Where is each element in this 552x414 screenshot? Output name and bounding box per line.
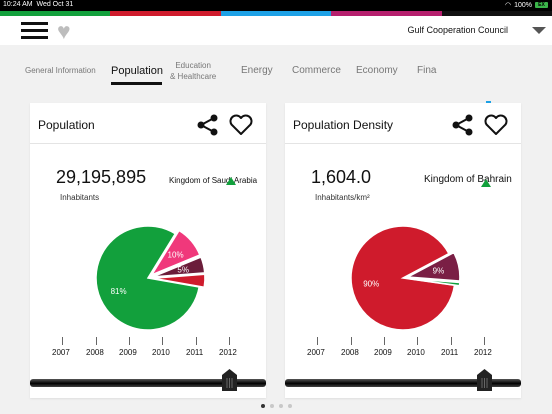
year-slider-thumb[interactable] (477, 369, 492, 391)
year-label[interactable]: 2009 (119, 348, 137, 357)
year-labels: 2007 2008 2009 2010 2011 2012 (30, 348, 266, 362)
pie-slice[interactable] (149, 229, 201, 277)
year-tick (196, 337, 197, 345)
strip-magenta (331, 11, 442, 16)
tab-population[interactable]: Population (111, 65, 163, 77)
heart-outline-icon[interactable] (228, 113, 254, 137)
status-right: ◠ 100% EX (505, 1, 548, 9)
pie-slice[interactable] (350, 225, 456, 331)
strip-black (441, 11, 552, 16)
caret-down-icon[interactable] (532, 27, 546, 34)
share-icon[interactable] (451, 114, 475, 136)
year-label[interactable]: 2009 (374, 348, 392, 357)
wifi-icon: ◠ (504, 2, 512, 9)
tab-energy[interactable]: Energy (241, 65, 273, 76)
page-dot[interactable] (278, 404, 283, 408)
density-unit: Inhabitants/km² (315, 193, 370, 202)
color-strip (0, 11, 552, 16)
year-label[interactable]: 2008 (86, 348, 104, 357)
tab-economy[interactable]: Economy (356, 65, 398, 76)
active-tab-underline (111, 82, 162, 85)
population-value: 29,195,895 (56, 167, 147, 187)
year-tick (129, 337, 130, 345)
pie-slice-label: 90% (363, 280, 379, 289)
tab-education-healthcare[interactable]: Education & Healthcare (170, 61, 217, 81)
pie-slice[interactable] (405, 251, 461, 282)
strip-red (110, 11, 221, 16)
year-label[interactable]: 2008 (341, 348, 359, 357)
year-label[interactable]: 2011 (441, 348, 459, 357)
year-label[interactable]: 2007 (52, 348, 70, 357)
pie-slice-label: 9% (433, 267, 445, 276)
density-value: 1,604.0 (311, 167, 372, 187)
year-slider-thumb[interactable] (222, 369, 237, 391)
year-tick (229, 337, 230, 345)
heart-icon[interactable]: ♥ (57, 18, 71, 44)
year-label[interactable]: 2012 (219, 348, 237, 357)
page-indicator[interactable] (0, 404, 552, 410)
pie-slice-label: 5% (177, 266, 189, 275)
heart-outline-icon[interactable] (483, 113, 509, 137)
card-title: Population Density (293, 118, 394, 132)
share-icon[interactable] (196, 114, 220, 136)
card-divider (285, 143, 521, 144)
strip-blue (220, 11, 332, 16)
year-slider-track[interactable] (285, 379, 521, 387)
year-label[interactable]: 2010 (152, 348, 170, 357)
year-label[interactable]: 2011 (186, 348, 204, 357)
pie-slice-label: 10% (168, 251, 184, 260)
up-trend-icon (481, 179, 491, 187)
pie-slice[interactable] (95, 225, 201, 331)
year-tick (62, 337, 63, 345)
year-tick (162, 337, 163, 345)
pie-slice[interactable] (152, 273, 206, 289)
year-tick (484, 337, 485, 345)
year-tick (96, 337, 97, 345)
page-dot[interactable] (269, 404, 274, 408)
card-title: Population (38, 118, 95, 132)
page-dot[interactable] (260, 404, 265, 408)
population-density-card: Population Density 1,604.0 Inhabitants/k… (285, 103, 521, 398)
year-tick (417, 337, 418, 345)
region-selector[interactable]: Gulf Cooperation Council (407, 25, 508, 35)
tab-commerce[interactable]: Commerce (292, 65, 341, 76)
card-divider (30, 143, 266, 144)
pie-chart: 81% 10% 5% (95, 225, 206, 331)
population-unit: Inhabitants (60, 193, 100, 202)
year-label[interactable]: 2007 (307, 348, 325, 357)
pie-slice-label: 81% (111, 287, 127, 296)
category-tabs: General Information Population Education… (0, 45, 552, 120)
year-labels: 2007 2008 2009 2010 2011 2012 (285, 348, 521, 362)
pie-slice[interactable] (152, 256, 206, 278)
pie-chart: 90% 9% (350, 225, 461, 331)
pie-slice[interactable] (407, 277, 461, 287)
strip-green (0, 11, 111, 16)
battery-percent: 100% (514, 1, 532, 9)
year-slider-track[interactable] (30, 379, 266, 387)
status-time: 10:24 AM Wed Oct 31 (3, 1, 74, 8)
year-label[interactable]: 2012 (474, 348, 492, 357)
country-name: Kingdom of Bahrain (424, 174, 512, 185)
year-label[interactable]: 2010 (407, 348, 425, 357)
hamburger-menu-icon[interactable] (21, 22, 48, 40)
country-name: Kingdom of Saudi Arabia (169, 176, 258, 185)
year-tick (451, 337, 452, 345)
population-card: Population 29,195,895 Inhabitants Kingdo… (30, 103, 266, 398)
app-header: ♥ Gulf Cooperation Council (0, 16, 552, 45)
year-tick (351, 337, 352, 345)
year-tick (317, 337, 318, 345)
tab-general-information[interactable]: General Information (25, 66, 96, 75)
tab-finance[interactable]: Fina (417, 65, 437, 76)
year-tick (384, 337, 385, 345)
page-dot[interactable] (287, 404, 292, 408)
battery-icon: EX (535, 2, 548, 8)
up-trend-icon (226, 177, 236, 185)
status-bar: 10:24 AM Wed Oct 31 ◠ 100% EX (0, 0, 552, 11)
